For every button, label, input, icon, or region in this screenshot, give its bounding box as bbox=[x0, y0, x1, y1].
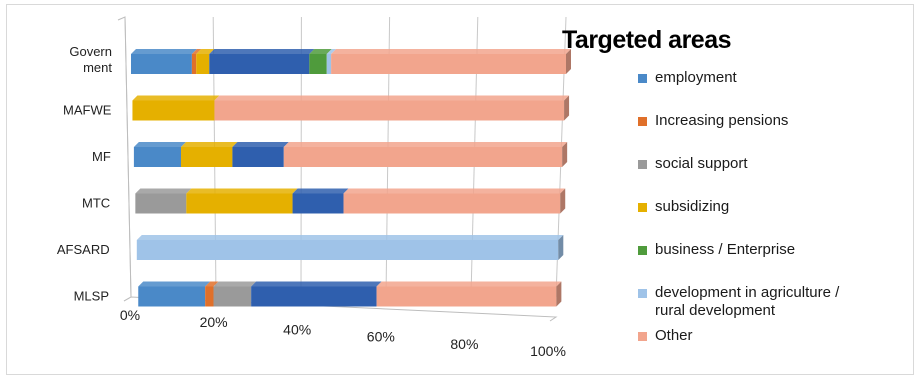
legend-swatch bbox=[638, 117, 647, 126]
legend-item-social-support: social support bbox=[562, 155, 902, 198]
bar-segment-development-in-agriculture-rural-development bbox=[326, 49, 337, 74]
legend-swatch bbox=[638, 203, 647, 212]
bar-segment-dark-blue-segment bbox=[292, 188, 349, 214]
y-tick-label: MF bbox=[92, 149, 111, 164]
legend-item-other: Other bbox=[562, 327, 902, 370]
x-tick-label: 40% bbox=[283, 321, 311, 337]
x-tick-label: 100% bbox=[530, 343, 566, 359]
legend-item-business-enterprise: business / Enterprise bbox=[562, 241, 902, 284]
x-tick-label: 0% bbox=[120, 307, 140, 323]
x-tick-label: 60% bbox=[367, 329, 395, 345]
bar-segment-other bbox=[214, 95, 570, 121]
y-tick-label: AFSARD bbox=[57, 242, 110, 257]
bar-segment-dark-blue-segment bbox=[232, 142, 289, 167]
y-tick-label: MLSP bbox=[74, 289, 109, 304]
bar-segment-increasing-pensions bbox=[205, 281, 219, 307]
y-tick-label: Govern ment bbox=[69, 44, 112, 75]
legend-label: subsidizing bbox=[655, 198, 730, 215]
bar-segment-dark-blue-segment bbox=[251, 281, 382, 307]
legend-swatch bbox=[638, 160, 647, 169]
legend-item-employment: employment bbox=[562, 69, 902, 112]
y-tick-label: MAFWE bbox=[63, 103, 112, 118]
legend: Targeted areas employment Increasing pens… bbox=[562, 26, 902, 370]
legend-swatch bbox=[638, 74, 647, 83]
legend-item-development-in-agriculture-rural-development: development in agriculture / rural devel… bbox=[562, 284, 902, 327]
bar-segment-subsidizing bbox=[181, 142, 238, 167]
bar-segment-other bbox=[283, 142, 568, 167]
bar-segment-other bbox=[343, 188, 566, 214]
bar-segment-social-support bbox=[213, 281, 257, 307]
y-axis-wall bbox=[117, 16, 132, 302]
legend-item-increasing-pensions: Increasing pensions bbox=[562, 112, 902, 155]
legend-label: employment bbox=[655, 69, 737, 86]
legend-label: business / Enterprise bbox=[655, 241, 796, 258]
y-tick-label: MTC bbox=[82, 196, 110, 211]
bar-segment-development-in-agriculture-rural-development bbox=[136, 235, 564, 260]
bar-segment-increasing-pensions bbox=[191, 49, 202, 74]
bar-segment-subsidizing bbox=[186, 188, 298, 214]
chart-title: Targeted areas bbox=[562, 26, 732, 54]
chart-frame bbox=[6, 4, 914, 375]
legend-swatch bbox=[638, 289, 647, 298]
legend-label: Increasing pensions bbox=[655, 112, 789, 129]
legend-label: Other bbox=[655, 327, 693, 344]
bar-segment-employment bbox=[138, 281, 211, 307]
legend-label: social support bbox=[655, 155, 748, 172]
bar-segment-subsidizing bbox=[132, 95, 220, 121]
x-tick-label: 80% bbox=[450, 336, 478, 352]
x-tick-label: 20% bbox=[200, 314, 228, 330]
bar-segment-employment bbox=[133, 142, 187, 167]
x-axis-floor bbox=[123, 296, 558, 322]
bar-segment-subsidizing bbox=[196, 49, 215, 74]
legend-label: development in agriculture / rural devel… bbox=[655, 284, 840, 319]
bar-segment-business-enterprise bbox=[309, 49, 332, 74]
bar-segment-other bbox=[376, 281, 562, 307]
bar-segment-dark-blue-segment bbox=[209, 49, 315, 74]
bar-segment-employment bbox=[131, 49, 197, 74]
bar-segment-other bbox=[331, 49, 571, 74]
legend-item-subsidizing: subsidizing bbox=[562, 198, 902, 241]
bar-segment-social-support bbox=[135, 188, 192, 214]
legend-swatch bbox=[638, 332, 647, 341]
legend-swatch bbox=[638, 246, 647, 255]
